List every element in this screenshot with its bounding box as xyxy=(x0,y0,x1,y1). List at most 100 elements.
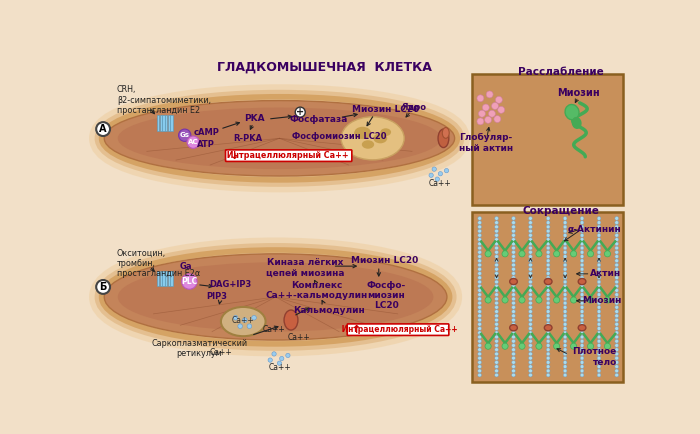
Circle shape xyxy=(546,225,550,229)
Circle shape xyxy=(502,297,508,303)
Circle shape xyxy=(615,225,619,229)
Bar xyxy=(165,115,167,131)
Text: Фосфатаза: Фосфатаза xyxy=(290,115,348,124)
Text: α-Актинин: α-Актинин xyxy=(568,225,622,233)
Circle shape xyxy=(580,284,584,288)
Circle shape xyxy=(546,306,550,309)
Circle shape xyxy=(478,310,482,313)
Circle shape xyxy=(597,314,601,318)
Circle shape xyxy=(182,274,197,289)
Circle shape xyxy=(615,272,619,275)
Circle shape xyxy=(495,331,498,335)
Circle shape xyxy=(528,352,532,356)
Circle shape xyxy=(512,365,515,368)
FancyBboxPatch shape xyxy=(347,324,449,335)
Circle shape xyxy=(564,327,567,330)
Circle shape xyxy=(512,369,515,373)
Circle shape xyxy=(486,91,493,98)
Circle shape xyxy=(580,246,584,250)
Circle shape xyxy=(495,306,498,309)
Text: Киназа лёгких
цепей миозина: Киназа лёгких цепей миозина xyxy=(265,258,344,277)
Circle shape xyxy=(580,217,584,220)
Circle shape xyxy=(277,361,281,365)
Circle shape xyxy=(478,373,482,377)
Circle shape xyxy=(512,293,515,296)
Circle shape xyxy=(604,251,610,257)
Circle shape xyxy=(528,272,532,275)
Circle shape xyxy=(615,310,619,313)
Text: Ca++: Ca++ xyxy=(209,348,232,357)
Circle shape xyxy=(528,327,532,330)
Circle shape xyxy=(564,217,567,220)
Circle shape xyxy=(597,263,601,267)
Circle shape xyxy=(536,343,542,349)
Circle shape xyxy=(580,365,584,368)
Circle shape xyxy=(528,356,532,360)
Circle shape xyxy=(597,327,601,330)
Circle shape xyxy=(564,221,567,224)
Circle shape xyxy=(580,276,584,279)
Circle shape xyxy=(528,310,532,313)
Circle shape xyxy=(494,115,500,122)
Text: Окситоцин,
тромбин,
простагландин Е2α: Окситоцин, тромбин, простагландин Е2α xyxy=(117,248,200,278)
Circle shape xyxy=(478,339,482,343)
Circle shape xyxy=(478,284,482,288)
Circle shape xyxy=(512,233,515,237)
Circle shape xyxy=(546,335,550,339)
Circle shape xyxy=(546,276,550,279)
Text: DAG+IP3: DAG+IP3 xyxy=(209,280,251,289)
Circle shape xyxy=(478,267,482,271)
Circle shape xyxy=(615,327,619,330)
Circle shape xyxy=(564,318,567,322)
Circle shape xyxy=(528,339,532,343)
Ellipse shape xyxy=(510,325,517,331)
Circle shape xyxy=(597,344,601,347)
Circle shape xyxy=(495,267,498,271)
Circle shape xyxy=(564,289,567,292)
Circle shape xyxy=(615,217,619,220)
Circle shape xyxy=(554,297,560,303)
Circle shape xyxy=(512,225,515,229)
Circle shape xyxy=(512,331,515,335)
Circle shape xyxy=(478,280,482,284)
Circle shape xyxy=(570,297,577,303)
Circle shape xyxy=(495,361,498,364)
Text: Ca++: Ca++ xyxy=(262,325,286,334)
Circle shape xyxy=(495,221,498,224)
Circle shape xyxy=(615,280,619,284)
Circle shape xyxy=(564,263,567,267)
Circle shape xyxy=(512,238,515,241)
Circle shape xyxy=(512,255,515,258)
Circle shape xyxy=(580,263,584,267)
Text: Плотное
тело: Плотное тело xyxy=(573,347,617,367)
Circle shape xyxy=(597,301,601,305)
Circle shape xyxy=(528,318,532,322)
Circle shape xyxy=(512,276,515,279)
Circle shape xyxy=(580,255,584,258)
Circle shape xyxy=(512,229,515,233)
Circle shape xyxy=(519,251,525,257)
Circle shape xyxy=(597,229,601,233)
Circle shape xyxy=(580,297,584,301)
Circle shape xyxy=(597,221,601,224)
Circle shape xyxy=(495,276,498,279)
Circle shape xyxy=(546,267,550,271)
Circle shape xyxy=(495,327,498,330)
Circle shape xyxy=(279,356,284,361)
Circle shape xyxy=(587,297,594,303)
Circle shape xyxy=(580,369,584,373)
Circle shape xyxy=(615,293,619,296)
Circle shape xyxy=(564,301,567,305)
Circle shape xyxy=(478,356,482,360)
Circle shape xyxy=(597,284,601,288)
Circle shape xyxy=(528,217,532,220)
Circle shape xyxy=(528,369,532,373)
Circle shape xyxy=(615,297,619,301)
Circle shape xyxy=(528,229,532,233)
Circle shape xyxy=(528,331,532,335)
Circle shape xyxy=(564,259,567,263)
Text: Интрацеллюлярный Ca++: Интрацеллюлярный Ca++ xyxy=(224,151,349,160)
Circle shape xyxy=(597,289,601,292)
Circle shape xyxy=(495,250,498,254)
Text: Миозин LC20: Миозин LC20 xyxy=(351,256,419,265)
